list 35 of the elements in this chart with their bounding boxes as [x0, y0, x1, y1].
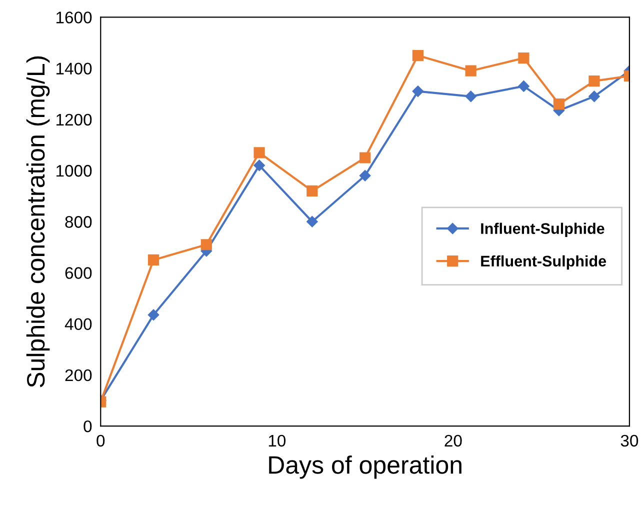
- point: [412, 50, 424, 62]
- x-tick-label: 0: [96, 434, 105, 447]
- legend-label: Effluent-Sulphide: [481, 255, 606, 270]
- x-tick-label: 10: [268, 434, 286, 447]
- point: [306, 185, 318, 197]
- point: [148, 254, 160, 266]
- y-tick-label: 1400: [56, 62, 92, 75]
- y-tick-label: 1000: [56, 164, 92, 177]
- point: [518, 80, 530, 92]
- y-tick-label: 800: [65, 216, 92, 228]
- y-tick-label: 0: [84, 420, 92, 432]
- point: [200, 239, 212, 250]
- x-tick-label: 30: [620, 434, 638, 447]
- x-tick-label: 20: [444, 434, 462, 447]
- point: [148, 309, 160, 320]
- point: [359, 170, 371, 182]
- point: [412, 86, 424, 97]
- point: [465, 90, 476, 102]
- y-tick-label: 1600: [56, 12, 92, 24]
- point: [588, 90, 600, 102]
- legend-label: Influent-Sulphide: [481, 222, 604, 237]
- y-axis-title: Sulphide concentration (mg/L): [26, 56, 50, 388]
- y-tick-label: 1200: [56, 114, 92, 126]
- point: [588, 76, 600, 87]
- point: [553, 98, 565, 110]
- point: [306, 216, 318, 228]
- point: [254, 147, 265, 158]
- point: [465, 65, 476, 76]
- y-tick-label: 600: [65, 267, 92, 279]
- point: [254, 160, 265, 172]
- point: [518, 52, 530, 64]
- x-axis-title: Days of operation: [269, 455, 462, 479]
- y-tick-label: 400: [64, 318, 92, 330]
- y-tick-label: 200: [65, 369, 92, 382]
- point: [359, 152, 371, 164]
